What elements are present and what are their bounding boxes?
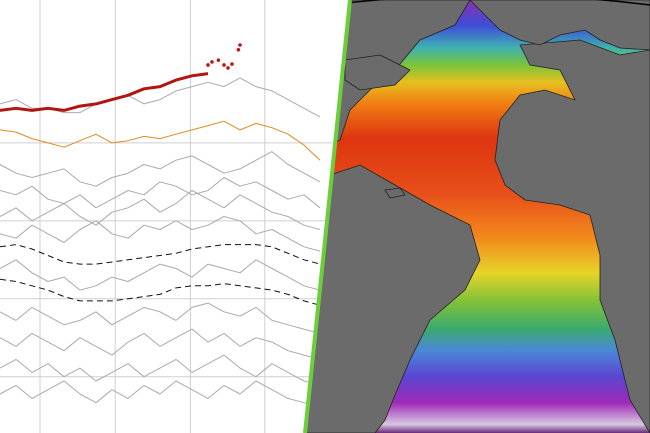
- point: [210, 60, 214, 64]
- point: [222, 63, 226, 67]
- series-line: [0, 380, 321, 408]
- chart: [0, 0, 340, 433]
- series-line: [0, 244, 321, 265]
- point: [236, 47, 241, 52]
- point: [206, 63, 210, 67]
- point: [238, 43, 242, 47]
- series-line: [0, 278, 321, 306]
- point: [226, 66, 230, 70]
- graticule: [329, 0, 650, 6]
- point: [230, 62, 234, 66]
- series-line: [0, 216, 321, 252]
- series-line: [0, 190, 321, 230]
- series-line: [0, 72, 209, 112]
- series-line: [0, 259, 321, 291]
- series-line: [0, 77, 321, 118]
- series-line: [0, 177, 321, 209]
- series-line: [0, 328, 321, 360]
- series-line: [0, 302, 321, 334]
- series-line: [0, 151, 321, 187]
- divider: [303, 0, 352, 433]
- series-line: [0, 354, 321, 386]
- point: [216, 58, 221, 62]
- sst-map: [305, 0, 650, 433]
- series-line: [0, 120, 321, 161]
